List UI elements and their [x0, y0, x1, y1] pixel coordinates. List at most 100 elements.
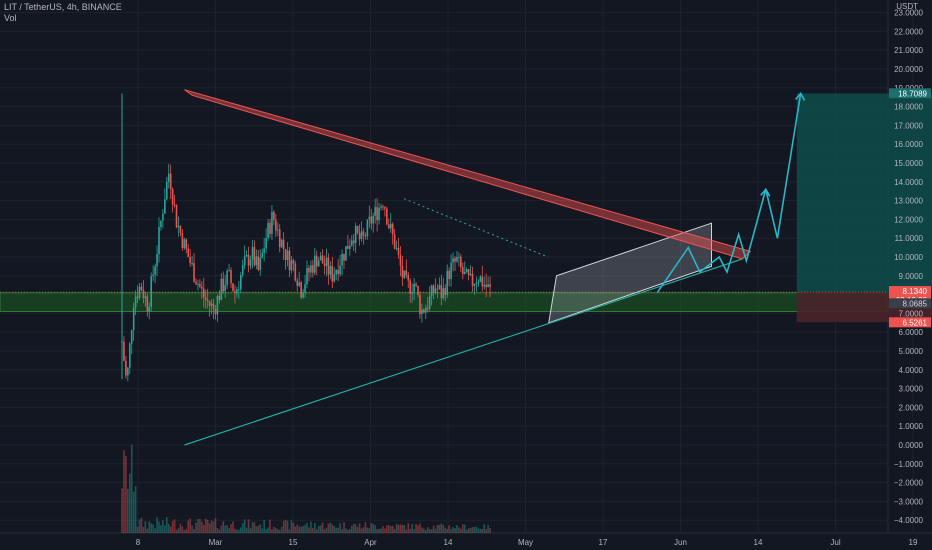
volume-bar [183, 529, 186, 533]
candle-body [343, 253, 345, 261]
candle-body [446, 270, 449, 295]
candle-body [368, 216, 371, 220]
candle-body [199, 283, 201, 287]
volume-bar [273, 526, 275, 533]
volume-bar [333, 525, 336, 533]
volume-bar [448, 525, 450, 533]
candle-body [321, 255, 324, 264]
volume-bar [436, 524, 439, 533]
candle-body [296, 280, 299, 286]
volume-bar [469, 528, 472, 533]
rising-channel [548, 222, 712, 324]
candle-body [202, 288, 205, 298]
volume-bar [146, 528, 149, 533]
candle-body [354, 225, 357, 244]
candle-body [426, 307, 429, 309]
candle-body [259, 257, 262, 270]
stop-price-tag: 6.5261 [903, 318, 928, 327]
candle-body [138, 286, 141, 299]
candle-body [393, 234, 396, 249]
volume-bar [130, 444, 133, 533]
volume-bar [134, 486, 137, 533]
candle-body [162, 213, 164, 221]
candle-body [339, 265, 341, 275]
projection-path [656, 93, 802, 294]
candle-body [341, 253, 343, 266]
volume-bar [304, 524, 306, 533]
candle-body [191, 263, 193, 265]
volume-legend[interactable]: Vol [4, 13, 17, 23]
volume-bar [352, 523, 355, 533]
candle-body [286, 250, 289, 261]
volume-bar [171, 521, 174, 533]
volume-bar [210, 520, 213, 533]
candle-body [179, 225, 182, 233]
volume-bar [271, 529, 273, 533]
volume-bar [202, 524, 205, 533]
candle-body [349, 245, 351, 249]
volume-bar [407, 523, 410, 533]
time-axis[interactable]: 8Mar15Apr14May17Jun14Jul19Aug [136, 538, 932, 547]
candle-body [483, 284, 486, 287]
volume-bar [312, 527, 314, 533]
candle-body [319, 255, 322, 261]
volume-bar [358, 523, 361, 533]
candle-body [421, 309, 423, 314]
volume-bar [489, 528, 491, 533]
volume-bar [428, 528, 431, 533]
volume-bar [356, 527, 359, 533]
y-tick-label: −2.0000 [894, 479, 924, 488]
target-zone [796, 93, 932, 293]
volume-bar [245, 527, 248, 533]
volume-bar [325, 527, 328, 533]
volume-bar [432, 525, 435, 533]
volume-bar [313, 522, 316, 533]
volume-bar [125, 456, 127, 533]
volume-bar [259, 524, 262, 533]
candle-body [323, 263, 326, 266]
volume-bar [481, 528, 484, 533]
symbol-title[interactable]: LIT / TetherUS, 4h, BINANCE [4, 2, 122, 12]
entry-price-tag-bg [889, 298, 931, 309]
candle-body [436, 288, 439, 290]
volume-bar [397, 524, 400, 533]
candle-body [479, 276, 482, 282]
volume-bar [430, 529, 433, 533]
volume-bar [354, 524, 357, 533]
candle-body [489, 284, 491, 287]
y-tick-label: 17.0000 [894, 121, 923, 130]
x-tick-label: 14 [444, 538, 453, 547]
candle-body [356, 225, 359, 233]
volume-bar [175, 529, 178, 533]
candle-body [267, 222, 269, 239]
volume-bar [302, 525, 304, 533]
candle-body [222, 278, 225, 292]
candle-body [134, 296, 137, 308]
candle-body [284, 249, 287, 261]
volume-bar [218, 529, 221, 533]
volume-bar [315, 529, 318, 533]
volume-bar [347, 529, 349, 533]
candle-body [376, 207, 378, 221]
candle-body [331, 266, 334, 282]
candle-body [282, 239, 285, 250]
candle-body [130, 330, 133, 344]
volume-bar [349, 528, 351, 533]
candle-body [230, 270, 232, 284]
candle-body [241, 265, 244, 276]
volume-bar [199, 519, 201, 533]
volume-bar [296, 524, 299, 533]
volume-bar [298, 526, 301, 533]
candle-body [454, 258, 456, 262]
candle-body [197, 283, 199, 285]
volume-bar [292, 522, 295, 533]
currency-label: USDT [896, 2, 918, 11]
volume-bar [401, 524, 404, 533]
volume-bar [156, 517, 158, 533]
candle-body [424, 307, 427, 313]
candle-body [239, 275, 242, 290]
candle-body [399, 254, 402, 266]
volume-bar [265, 529, 267, 533]
candle-body [140, 286, 143, 291]
